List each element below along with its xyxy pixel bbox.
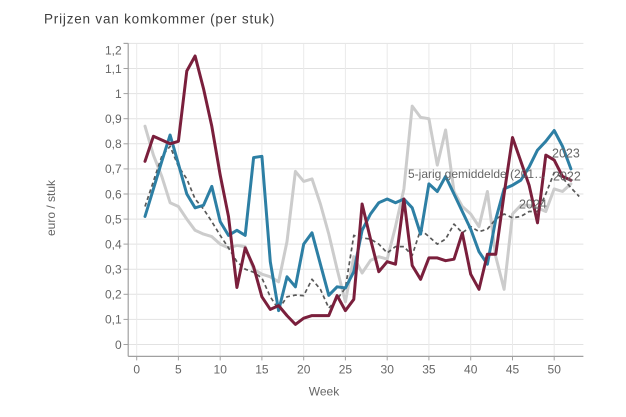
svg-text:2022: 2022 — [553, 170, 581, 184]
svg-text:5: 5 — [175, 363, 182, 377]
svg-text:1,1: 1,1 — [105, 62, 122, 76]
svg-text:0,5: 0,5 — [105, 212, 122, 226]
svg-text:0,1: 0,1 — [105, 313, 122, 327]
svg-text:50: 50 — [548, 363, 562, 377]
svg-text:euro / stuk: euro / stuk — [44, 179, 58, 236]
svg-text:Week: Week — [309, 385, 340, 399]
svg-text:0,8: 0,8 — [105, 137, 122, 151]
svg-text:Prijzen van komkommer (per stu: Prijzen van komkommer (per stuk) — [44, 12, 275, 27]
svg-text:45: 45 — [506, 363, 520, 377]
svg-text:2023: 2023 — [552, 147, 580, 161]
svg-text:20: 20 — [297, 363, 311, 377]
svg-text:40: 40 — [464, 363, 478, 377]
svg-text:5-jarig gemiddelde (201…: 5-jarig gemiddelde (201… — [408, 167, 546, 181]
svg-text:1: 1 — [115, 87, 122, 101]
svg-text:0,7: 0,7 — [105, 162, 122, 176]
svg-text:15: 15 — [255, 363, 269, 377]
svg-text:35: 35 — [422, 363, 436, 377]
svg-text:0,2: 0,2 — [105, 288, 122, 302]
svg-text:0,3: 0,3 — [105, 263, 122, 277]
svg-text:0,6: 0,6 — [105, 187, 122, 201]
svg-text:0: 0 — [133, 363, 140, 377]
svg-text:10: 10 — [214, 363, 228, 377]
svg-text:1,2: 1,2 — [105, 44, 122, 58]
svg-text:0,4: 0,4 — [105, 237, 122, 251]
svg-text:25: 25 — [339, 363, 353, 377]
svg-text:2024: 2024 — [519, 198, 547, 212]
svg-text:0,9: 0,9 — [105, 112, 122, 126]
svg-text:0: 0 — [115, 338, 122, 352]
svg-text:30: 30 — [381, 363, 395, 377]
